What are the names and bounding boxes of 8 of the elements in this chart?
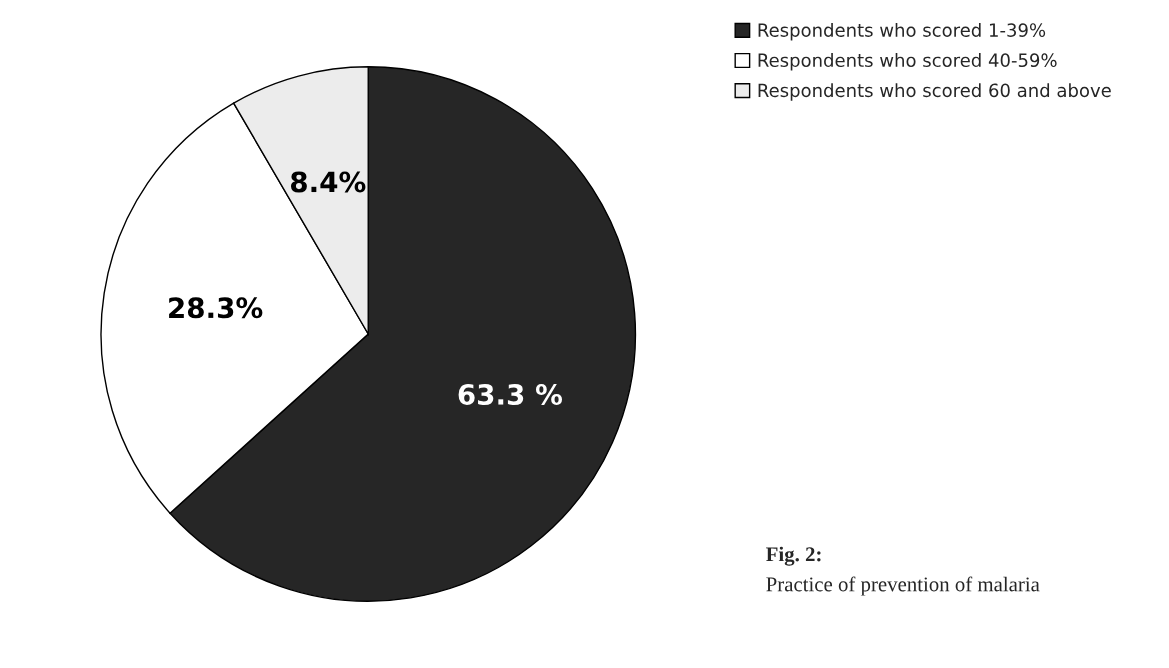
data-label: 8.4% <box>290 171 366 193</box>
data-label: 28.3% <box>169 297 263 319</box>
text: Practice of prevention of malaria <box>766 576 1040 596</box>
text: Fig. 2: <box>766 546 821 566</box>
legend-label: Respondents who scored 60 and above <box>758 83 1111 101</box>
legend-label: Respondents who scored 1-39% <box>758 22 1046 41</box>
legend-label: Respondents who scored 40-59% <box>758 53 1057 71</box>
data-label: 63.3 % <box>458 383 563 405</box>
